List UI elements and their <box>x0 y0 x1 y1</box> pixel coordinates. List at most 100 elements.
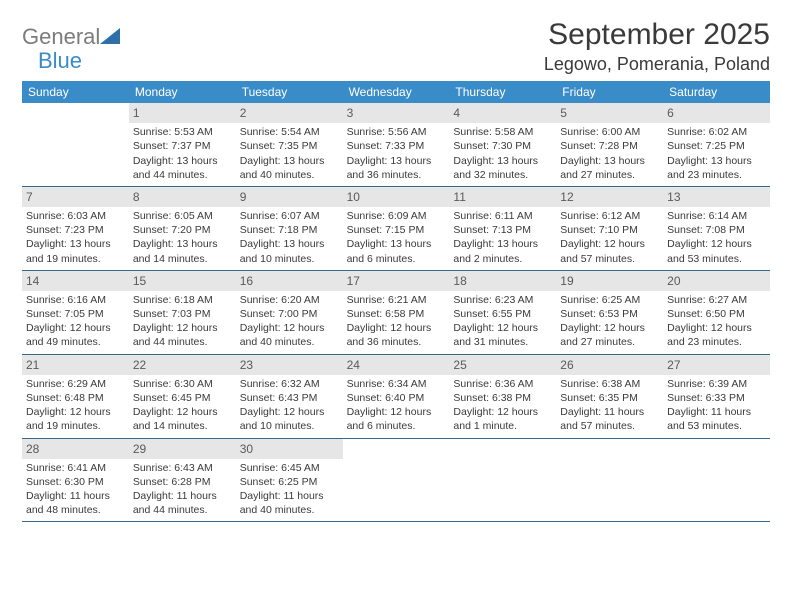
daylight-text: Daylight: 12 hours and 53 minutes. <box>667 237 766 265</box>
day-cell: 6Sunrise: 6:02 AMSunset: 7:25 PMDaylight… <box>663 103 770 186</box>
day-number: 11 <box>449 187 556 207</box>
day-cell: 20Sunrise: 6:27 AMSunset: 6:50 PMDayligh… <box>663 271 770 354</box>
sunset-text: Sunset: 7:08 PM <box>667 223 766 237</box>
day-cell: 1Sunrise: 5:53 AMSunset: 7:37 PMDaylight… <box>129 103 236 186</box>
sunrise-text: Sunrise: 6:09 AM <box>347 209 446 223</box>
sunrise-text: Sunrise: 6:14 AM <box>667 209 766 223</box>
sunrise-text: Sunrise: 6:25 AM <box>560 293 659 307</box>
day-cell: 15Sunrise: 6:18 AMSunset: 7:03 PMDayligh… <box>129 271 236 354</box>
day-cell: 17Sunrise: 6:21 AMSunset: 6:58 PMDayligh… <box>343 271 450 354</box>
day-cell: 24Sunrise: 6:34 AMSunset: 6:40 PMDayligh… <box>343 355 450 438</box>
sunset-text: Sunset: 6:25 PM <box>240 475 339 489</box>
day-cell: 12Sunrise: 6:12 AMSunset: 7:10 PMDayligh… <box>556 187 663 270</box>
sunset-text: Sunset: 7:35 PM <box>240 139 339 153</box>
logo-word1: General <box>22 24 100 49</box>
header: General Blue September 2025 Legowo, Pome… <box>22 18 770 75</box>
weekday-label: Wednesday <box>343 81 450 103</box>
daylight-text: Daylight: 12 hours and 44 minutes. <box>133 321 232 349</box>
day-cell: 3Sunrise: 5:56 AMSunset: 7:33 PMDaylight… <box>343 103 450 186</box>
sunset-text: Sunset: 7:03 PM <box>133 307 232 321</box>
weekday-label: Friday <box>556 81 663 103</box>
daylight-text: Daylight: 13 hours and 19 minutes. <box>26 237 125 265</box>
sunrise-text: Sunrise: 6:03 AM <box>26 209 125 223</box>
week-row: 14Sunrise: 6:16 AMSunset: 7:05 PMDayligh… <box>22 271 770 355</box>
day-cell-empty <box>556 439 663 522</box>
day-cell: 2Sunrise: 5:54 AMSunset: 7:35 PMDaylight… <box>236 103 343 186</box>
month-title: September 2025 <box>544 18 770 52</box>
day-cell: 10Sunrise: 6:09 AMSunset: 7:15 PMDayligh… <box>343 187 450 270</box>
sunrise-text: Sunrise: 6:12 AM <box>560 209 659 223</box>
location: Legowo, Pomerania, Poland <box>544 54 770 75</box>
sunset-text: Sunset: 6:40 PM <box>347 391 446 405</box>
sunset-text: Sunset: 7:10 PM <box>560 223 659 237</box>
sunrise-text: Sunrise: 6:18 AM <box>133 293 232 307</box>
sunset-text: Sunset: 6:38 PM <box>453 391 552 405</box>
weeks-container: 1Sunrise: 5:53 AMSunset: 7:37 PMDaylight… <box>22 103 770 522</box>
day-number: 18 <box>449 271 556 291</box>
daylight-text: Daylight: 13 hours and 36 minutes. <box>347 154 446 182</box>
sunrise-text: Sunrise: 6:07 AM <box>240 209 339 223</box>
logo-textblock: General Blue <box>22 24 120 74</box>
day-number: 9 <box>236 187 343 207</box>
sunrise-text: Sunrise: 6:39 AM <box>667 377 766 391</box>
sunset-text: Sunset: 7:13 PM <box>453 223 552 237</box>
day-cell: 30Sunrise: 6:45 AMSunset: 6:25 PMDayligh… <box>236 439 343 522</box>
day-number: 21 <box>22 355 129 375</box>
day-cell: 22Sunrise: 6:30 AMSunset: 6:45 PMDayligh… <box>129 355 236 438</box>
sunrise-text: Sunrise: 6:36 AM <box>453 377 552 391</box>
daylight-text: Daylight: 12 hours and 27 minutes. <box>560 321 659 349</box>
sunrise-text: Sunrise: 6:27 AM <box>667 293 766 307</box>
daylight-text: Daylight: 11 hours and 53 minutes. <box>667 405 766 433</box>
daylight-text: Daylight: 11 hours and 44 minutes. <box>133 489 232 517</box>
sunrise-text: Sunrise: 6:20 AM <box>240 293 339 307</box>
sunset-text: Sunset: 6:53 PM <box>560 307 659 321</box>
weekday-label: Monday <box>129 81 236 103</box>
day-number: 14 <box>22 271 129 291</box>
sunset-text: Sunset: 6:48 PM <box>26 391 125 405</box>
sunset-text: Sunset: 6:45 PM <box>133 391 232 405</box>
sunset-text: Sunset: 6:35 PM <box>560 391 659 405</box>
sunrise-text: Sunrise: 6:34 AM <box>347 377 446 391</box>
sunrise-text: Sunrise: 6:38 AM <box>560 377 659 391</box>
daylight-text: Daylight: 13 hours and 23 minutes. <box>667 154 766 182</box>
day-number: 12 <box>556 187 663 207</box>
sunrise-text: Sunrise: 6:11 AM <box>453 209 552 223</box>
week-row: 28Sunrise: 6:41 AMSunset: 6:30 PMDayligh… <box>22 439 770 523</box>
sunset-text: Sunset: 7:37 PM <box>133 139 232 153</box>
day-number: 1 <box>129 103 236 123</box>
day-number: 20 <box>663 271 770 291</box>
day-cell: 7Sunrise: 6:03 AMSunset: 7:23 PMDaylight… <box>22 187 129 270</box>
daylight-text: Daylight: 13 hours and 44 minutes. <box>133 154 232 182</box>
sunrise-text: Sunrise: 6:43 AM <box>133 461 232 475</box>
day-cell: 16Sunrise: 6:20 AMSunset: 7:00 PMDayligh… <box>236 271 343 354</box>
daylight-text: Daylight: 12 hours and 10 minutes. <box>240 405 339 433</box>
daylight-text: Daylight: 13 hours and 27 minutes. <box>560 154 659 182</box>
day-number: 10 <box>343 187 450 207</box>
day-number: 16 <box>236 271 343 291</box>
day-number: 13 <box>663 187 770 207</box>
title-block: September 2025 Legowo, Pomerania, Poland <box>544 18 770 75</box>
day-cell: 14Sunrise: 6:16 AMSunset: 7:05 PMDayligh… <box>22 271 129 354</box>
day-number: 19 <box>556 271 663 291</box>
daylight-text: Daylight: 13 hours and 6 minutes. <box>347 237 446 265</box>
sunrise-text: Sunrise: 5:56 AM <box>347 125 446 139</box>
sunrise-text: Sunrise: 6:23 AM <box>453 293 552 307</box>
sunset-text: Sunset: 6:50 PM <box>667 307 766 321</box>
sunset-text: Sunset: 6:58 PM <box>347 307 446 321</box>
day-number: 30 <box>236 439 343 459</box>
day-cell: 25Sunrise: 6:36 AMSunset: 6:38 PMDayligh… <box>449 355 556 438</box>
day-number: 7 <box>22 187 129 207</box>
day-number: 23 <box>236 355 343 375</box>
day-number: 25 <box>449 355 556 375</box>
day-cell: 4Sunrise: 5:58 AMSunset: 7:30 PMDaylight… <box>449 103 556 186</box>
sunrise-text: Sunrise: 6:02 AM <box>667 125 766 139</box>
day-number: 22 <box>129 355 236 375</box>
daylight-text: Daylight: 12 hours and 31 minutes. <box>453 321 552 349</box>
sail-icon <box>100 28 120 44</box>
sunset-text: Sunset: 6:33 PM <box>667 391 766 405</box>
daylight-text: Daylight: 13 hours and 10 minutes. <box>240 237 339 265</box>
daylight-text: Daylight: 13 hours and 40 minutes. <box>240 154 339 182</box>
sunrise-text: Sunrise: 6:29 AM <box>26 377 125 391</box>
weekday-label: Tuesday <box>236 81 343 103</box>
week-row: 7Sunrise: 6:03 AMSunset: 7:23 PMDaylight… <box>22 187 770 271</box>
